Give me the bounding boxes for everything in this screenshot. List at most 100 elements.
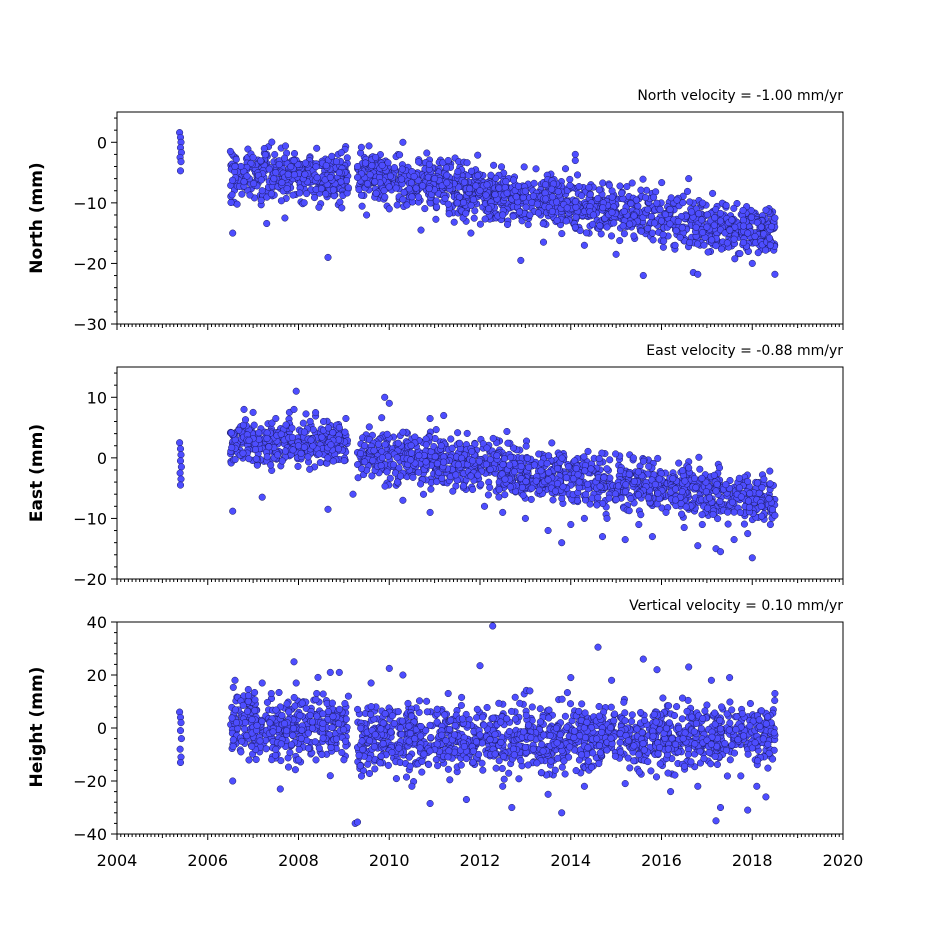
data-point [423,708,431,716]
data-point [308,718,316,726]
data-point [585,184,593,192]
data-point [626,220,634,228]
data-point [514,182,523,190]
data-point [757,502,765,510]
data-point [651,219,659,227]
data-point [530,461,539,469]
data-point [704,504,712,512]
data-point [327,743,335,752]
data-point [467,229,475,237]
y-tick-label: 20 [87,666,107,685]
data-point [748,259,756,267]
data-point [553,464,562,473]
data-point [639,457,648,465]
data-point [423,149,431,157]
north-axis-ticks: 0 −10 −20 −30 [73,117,844,334]
data-point [603,223,611,231]
data-point [305,744,313,752]
data-point [506,483,514,491]
data-point [228,444,236,452]
data-point [441,194,449,202]
data-point [240,725,249,733]
data-point [745,503,753,511]
data-point [281,142,290,150]
data-point [637,186,645,194]
data-point [454,461,462,469]
data-point [703,211,711,219]
data-point [548,185,556,193]
data-point [737,493,745,501]
data-point [272,745,280,753]
data-point [469,457,477,465]
data-point [263,453,271,461]
data-point [517,256,525,264]
data-point [510,468,518,476]
data-point [278,179,286,187]
data-point [678,510,686,518]
data-point [594,494,602,502]
data-point [262,745,270,753]
data-point [393,478,401,486]
data-point [503,427,511,436]
data-point [324,505,332,513]
data-point [699,228,707,237]
data-point [766,520,774,529]
data-point [363,211,371,219]
data-point [608,208,616,216]
data-point [392,184,400,192]
data-point [486,465,494,474]
data-point [412,184,420,192]
data-point [300,428,308,436]
data-point [723,239,731,247]
data-point [695,210,703,218]
data-point [341,428,349,436]
data-point [449,487,457,495]
data-point [229,736,237,744]
data-point [280,720,289,728]
data-point [474,172,482,180]
data-point [541,181,550,189]
data-point [649,236,657,244]
data-point [440,458,448,466]
data-point [744,530,752,538]
data-point [503,220,512,229]
data-point [285,708,293,716]
data-point [176,445,185,453]
data-point [685,464,693,472]
data-point [271,751,279,759]
data-point [417,480,425,488]
data-point [659,231,667,239]
data-point [241,416,250,424]
data-point [673,196,681,204]
data-point [319,734,327,742]
data-point [398,165,406,173]
data-point [427,485,435,493]
data-point [176,457,185,465]
data-point [335,424,343,432]
data-point [716,548,725,556]
data-point [558,695,566,703]
data-point [483,444,491,452]
x-tick-label: 2008 [278,851,319,870]
data-point [622,481,630,489]
y-tick-label: 0 [97,133,107,152]
data-point [248,742,256,750]
data-point [290,156,298,165]
data-point [571,156,579,165]
data-point [314,673,322,681]
data-point [249,153,257,161]
data-point [563,204,571,212]
data-point [698,520,706,529]
height-panel: Vertical velocity = 0.10 mm/yr Height (m… [27,598,863,870]
data-point [328,152,336,160]
data-point [241,719,249,727]
north-data-points [176,129,779,280]
north-ylabel: North (mm) [27,162,47,273]
data-point [297,734,305,743]
data-point [765,495,773,503]
data-point [283,185,291,193]
data-point [294,462,302,470]
data-point [232,155,240,163]
data-point [431,175,439,183]
data-point [511,693,519,701]
